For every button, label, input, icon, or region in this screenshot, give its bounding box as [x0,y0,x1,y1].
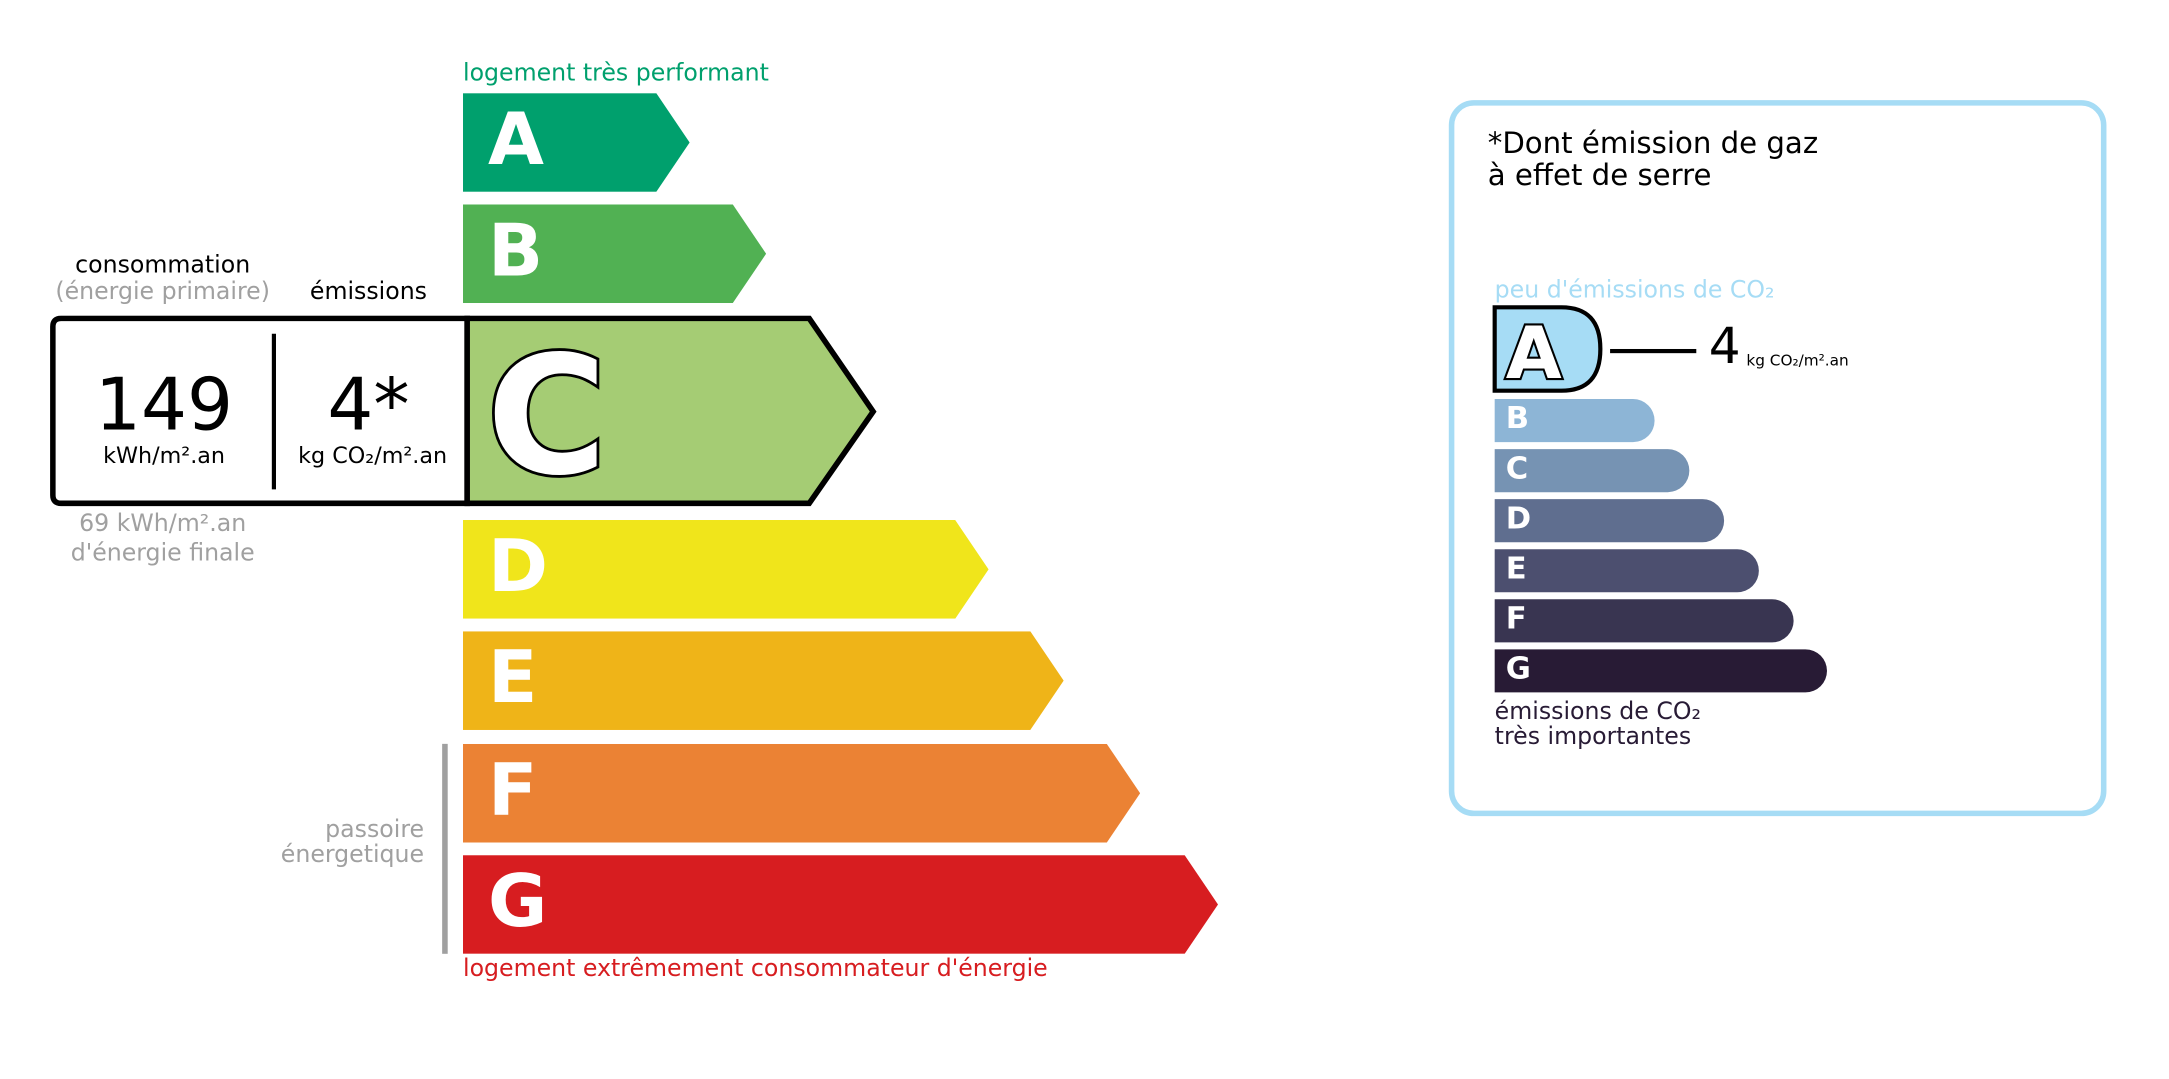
energy-class-letter: G [488,860,548,945]
ges-bottom-label-line2: très importantes [1494,723,1692,751]
energy-class-letter: C [487,321,607,511]
ges-value-connector [1610,348,1697,354]
ges-class-f: F [1494,599,1794,643]
consumption-value: 149 [95,364,234,448]
ges-class-letter: E [1505,551,1527,587]
ges-class-letter: D [1505,501,1532,537]
energy-class-letter: F [488,749,538,833]
ges-class-letter: G [1505,652,1531,687]
ges-current-class-a: A [1492,305,1603,396]
consumption-label: consommation [75,251,251,280]
ges-class-c: C [1494,449,1690,493]
emissions-value: 4* [327,364,410,448]
ges-class-b: B [1494,399,1655,443]
ges-class-letter: B [1505,401,1530,437]
consumption-unit: kWh/m².an [103,442,226,469]
final-energy-label: d'énergie finale [70,539,255,568]
ges-class-letter: C [1505,451,1529,487]
ges-title-line1: *Dont émission de gaz [1487,126,1819,160]
energy-class-b: B [463,204,766,303]
passoire-label-line1: passoire [325,816,425,844]
energy-class-letter: A [488,98,544,183]
ges-value: 4 [1708,318,1741,376]
energy-class-g: G [463,855,1218,954]
energy-class-a: A [463,93,690,192]
energy-class-letter: E [488,636,538,721]
ges-class-d: D [1494,499,1725,543]
ges-bottom-label-line1: émissions de CO₂ [1494,697,1701,726]
ges-top-label: peu d'émissions de CO₂ [1494,276,1775,305]
energy-class-d: D [463,520,989,619]
energy-bottom-label: logement extrêmement consommateur d'éner… [463,955,1048,984]
consumption-sub-label: (énergie primaire) [55,278,270,306]
energy-class-letter: D [488,525,549,609]
ges-class-letter: A [1506,312,1562,396]
emissions-label: émissions [309,278,428,306]
ges-panel: *Dont émission de gaz à effet de serre p… [1448,100,2107,817]
ges-class-letter: F [1505,602,1527,637]
ges-unit: kg CO₂/m².an [1746,351,1849,370]
passoire-bracket [442,743,448,954]
energy-current-class-c: C [50,315,877,511]
final-energy-value: 69 kWh/m².an [79,510,247,539]
energy-top-label: logement très performant [463,59,769,88]
energy-class-e: E [463,631,1064,730]
ges-title-line2: à effet de serre [1487,158,1712,192]
energy-class-letter: B [488,209,544,294]
energy-class-f: F [463,744,1140,843]
ges-class-e: E [1494,549,1759,593]
passoire-label-line2: énergetique [280,841,425,870]
ges-class-g: G [1494,649,1827,693]
emissions-unit: kg CO₂/m².an [298,442,448,469]
